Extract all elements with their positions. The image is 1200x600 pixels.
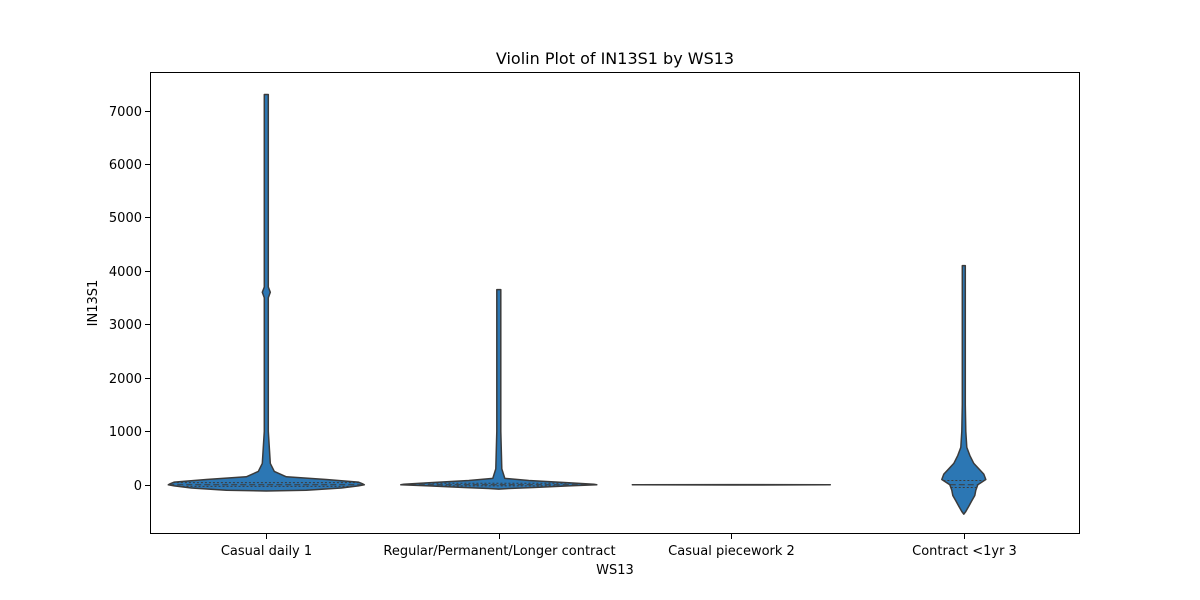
plot-content: [167, 93, 987, 515]
y-axis-label: IN13S1: [86, 280, 101, 327]
y-tick-label: 6000: [109, 158, 142, 173]
y-tick-label: 3000: [109, 318, 142, 333]
violin-body: [941, 264, 987, 515]
y-tick-label: 0: [134, 479, 142, 494]
chart-title: Violin Plot of IN13S1 by WS13: [496, 49, 734, 68]
x-tick-label: Regular/Permanent/Longer contract: [383, 544, 615, 559]
violin-1: [167, 93, 366, 492]
violin-body: [400, 288, 598, 490]
violin-body: [167, 93, 366, 492]
violin-4: [941, 264, 987, 515]
x-axis-label: WS13: [596, 563, 634, 578]
y-axis: 0 1000 2000 3000 4000 5000 6000 7000: [109, 105, 150, 494]
x-tick-label: Contract <1yr 3: [912, 544, 1017, 559]
y-tick-label: 7000: [109, 105, 142, 120]
y-tick-label: 2000: [109, 372, 142, 387]
x-tick-label: Casual piecework 2: [668, 544, 795, 559]
x-tick-label: Casual daily 1: [221, 544, 312, 559]
plot-frame: [150, 72, 1080, 534]
violin-2: [400, 288, 598, 490]
x-axis: Casual daily 1 Regular/Permanent/Longer c…: [221, 534, 1017, 559]
y-tick-label: 1000: [109, 425, 142, 440]
y-tick-label: 4000: [109, 265, 142, 280]
y-tick-label: 5000: [109, 211, 142, 226]
